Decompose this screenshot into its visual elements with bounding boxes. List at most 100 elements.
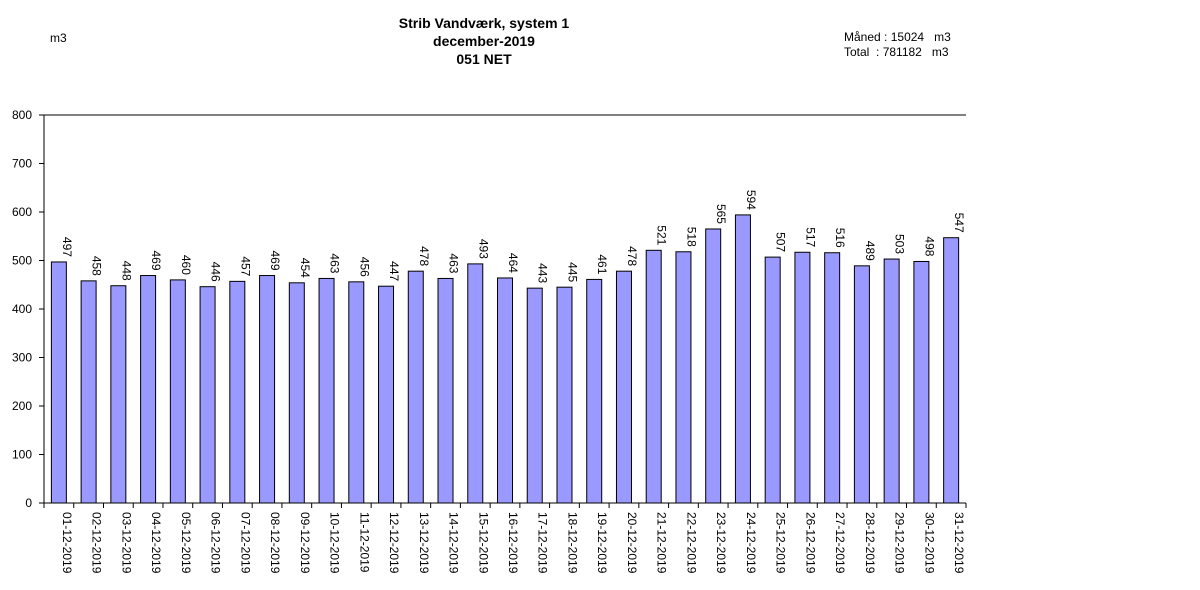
x-tick-label: 21-12-2019 [655, 512, 669, 574]
x-tick-label: 07-12-2019 [238, 512, 252, 574]
chart-title: Strib Vandværk, system 1 [398, 15, 570, 31]
bar-value-label: 445 [565, 262, 579, 282]
x-tick-label: 17-12-2019 [536, 512, 550, 574]
bar-value-label: 456 [357, 257, 371, 277]
bar-value-label: 469 [149, 251, 163, 271]
y-tick-label: 600 [12, 205, 32, 219]
bar-value-label: 517 [803, 227, 817, 247]
stats-total-label: Total [844, 45, 870, 59]
x-tick-label: 08-12-2019 [268, 512, 282, 574]
bar-value-label: 478 [417, 246, 431, 266]
bar [169, 279, 186, 504]
chart-subtitle-meter: 051 NET [456, 51, 512, 67]
y-tick-label: 500 [12, 254, 32, 268]
bar [913, 260, 930, 504]
y-tick-label: 100 [12, 448, 32, 462]
x-tick-label: 27-12-2019 [833, 512, 847, 574]
y-tick-label: 700 [12, 157, 32, 171]
bar-value-label: 461 [595, 254, 609, 274]
stats-month-unit: m3 [934, 30, 951, 44]
bar [110, 285, 127, 504]
y-tick-label: 400 [12, 302, 32, 316]
bar [348, 281, 365, 504]
y-tick-label: 800 [12, 108, 32, 122]
bar [140, 275, 157, 504]
y-tick-label: 300 [12, 351, 32, 365]
stats-month-label: Måned [844, 30, 881, 44]
x-tick-label: 09-12-2019 [298, 512, 312, 574]
x-tick-label: 10-12-2019 [328, 512, 342, 574]
bar-value-label: 454 [298, 258, 312, 278]
stats-total-row: Total : 781182 m3 [844, 45, 949, 59]
x-tick-label: 11-12-2019 [357, 512, 371, 573]
bar [615, 270, 632, 504]
bar-value-label: 503 [893, 234, 907, 254]
stats-total-unit: m3 [931, 45, 949, 59]
stats-total-value: 781182 [882, 45, 922, 59]
x-tick-label: 05-12-2019 [179, 512, 193, 574]
x-tick-label: 12-12-2019 [387, 512, 401, 574]
bar-value-label: 463 [328, 253, 342, 273]
x-tick-label: 19-12-2019 [595, 512, 609, 574]
bar-value-label: 443 [536, 263, 550, 283]
stats-box: Måned : 15024 m3 Total : 781182 m3 [844, 30, 951, 60]
bar-value-label: 447 [387, 261, 401, 281]
bar [497, 277, 513, 504]
x-tick-label: 31-12-2019 [952, 512, 966, 574]
x-tick-label: 06-12-2019 [209, 512, 223, 574]
x-tick-label: 26-12-2019 [803, 512, 817, 574]
bar [526, 287, 543, 504]
bar-value-label: 457 [238, 256, 252, 276]
x-tick-label: 20-12-2019 [625, 512, 639, 574]
bar-value-label: 565 [714, 204, 728, 224]
bar [645, 249, 662, 504]
x-tick-label: 04-12-2019 [149, 512, 163, 574]
bar [943, 237, 960, 504]
x-tick-label: 13-12-2019 [417, 512, 431, 574]
bar-value-label: 463 [447, 253, 461, 273]
bar-value-label: 469 [268, 251, 282, 271]
bar [734, 214, 751, 504]
bar-value-label: 448 [119, 261, 133, 281]
x-tick-label: 30-12-2019 [922, 512, 936, 574]
bar [50, 261, 67, 504]
bar [199, 286, 216, 504]
bar [378, 285, 395, 504]
y-tick-label: 0 [25, 496, 32, 510]
bar [675, 251, 692, 504]
bar-value-label: 497 [60, 237, 74, 257]
bar-value-label: 460 [179, 255, 193, 275]
bar [824, 252, 841, 504]
bar [437, 277, 454, 504]
bar-value-label: 478 [625, 246, 639, 266]
bar [853, 265, 870, 504]
bar [259, 275, 276, 504]
bar-value-label: 516 [833, 228, 847, 248]
x-tick-label: 18-12-2019 [565, 512, 579, 574]
x-tick-label: 24-12-2019 [744, 512, 758, 574]
bar [556, 286, 573, 504]
bar-value-label: 493 [476, 239, 490, 259]
x-tick-label: 22-12-2019 [684, 512, 698, 574]
bar-value-label: 458 [90, 256, 104, 276]
bar [80, 280, 97, 504]
stats-month-row: Måned : 15024 m3 [844, 30, 951, 44]
bar-value-label: 547 [952, 213, 966, 233]
bar-value-label: 594 [744, 190, 758, 210]
bar-value-label: 446 [209, 262, 223, 282]
x-tick-label: 03-12-2019 [119, 512, 133, 574]
bar [407, 270, 424, 504]
x-tick-label: 02-12-2019 [90, 512, 104, 574]
bar [705, 228, 722, 504]
y-tick-label: 200 [12, 399, 32, 413]
x-tick-label: 28-12-2019 [863, 512, 877, 574]
x-tick-label: 01-12-2019 [60, 512, 74, 574]
bar [467, 263, 484, 504]
bar [229, 280, 246, 504]
bar-value-label: 507 [774, 232, 788, 252]
stats-month-value: 15024 [890, 30, 925, 44]
x-tick-label: 14-12-2019 [447, 512, 461, 574]
bar [586, 278, 603, 504]
x-tick-label: 16-12-2019 [506, 512, 520, 574]
